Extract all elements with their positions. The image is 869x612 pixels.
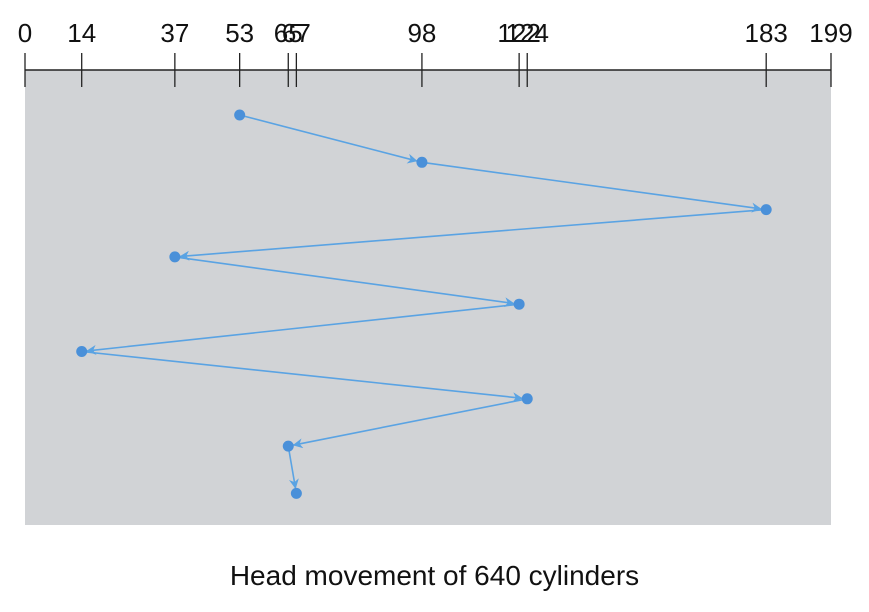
head-move-segment — [86, 303, 520, 355]
tick-label: 0 — [18, 18, 32, 48]
request-point — [290, 487, 302, 499]
head-move-segment — [287, 445, 299, 489]
request-point — [760, 204, 772, 216]
tick-label: 65 — [274, 18, 303, 48]
request-point — [416, 156, 428, 168]
tick-label: 98 — [407, 18, 436, 48]
request-point — [282, 440, 294, 452]
tick-label: 53 — [225, 18, 254, 48]
head-move-segment — [179, 208, 767, 261]
request-point — [169, 251, 181, 263]
chart-caption: Head movement of 640 cylinders — [229, 560, 640, 591]
tick-label: 14 — [67, 18, 96, 48]
head-move-segment — [292, 398, 528, 449]
chart-panel — [25, 70, 831, 525]
tick-label: 122 — [497, 18, 540, 48]
head-move-segment — [174, 256, 515, 308]
request-point — [76, 346, 88, 357]
tick-label: 67 — [282, 18, 311, 48]
request-point — [521, 393, 533, 405]
tick-label: 37 — [160, 18, 189, 48]
request-point — [234, 109, 246, 121]
tick-label: 183 — [745, 18, 788, 48]
head-move-segment — [421, 161, 762, 213]
request-point — [513, 298, 525, 310]
head-move-segment — [81, 350, 523, 403]
tick-label: 124 — [506, 18, 549, 48]
tick-label: 199 — [809, 18, 852, 48]
head-move-segment — [239, 114, 418, 164]
